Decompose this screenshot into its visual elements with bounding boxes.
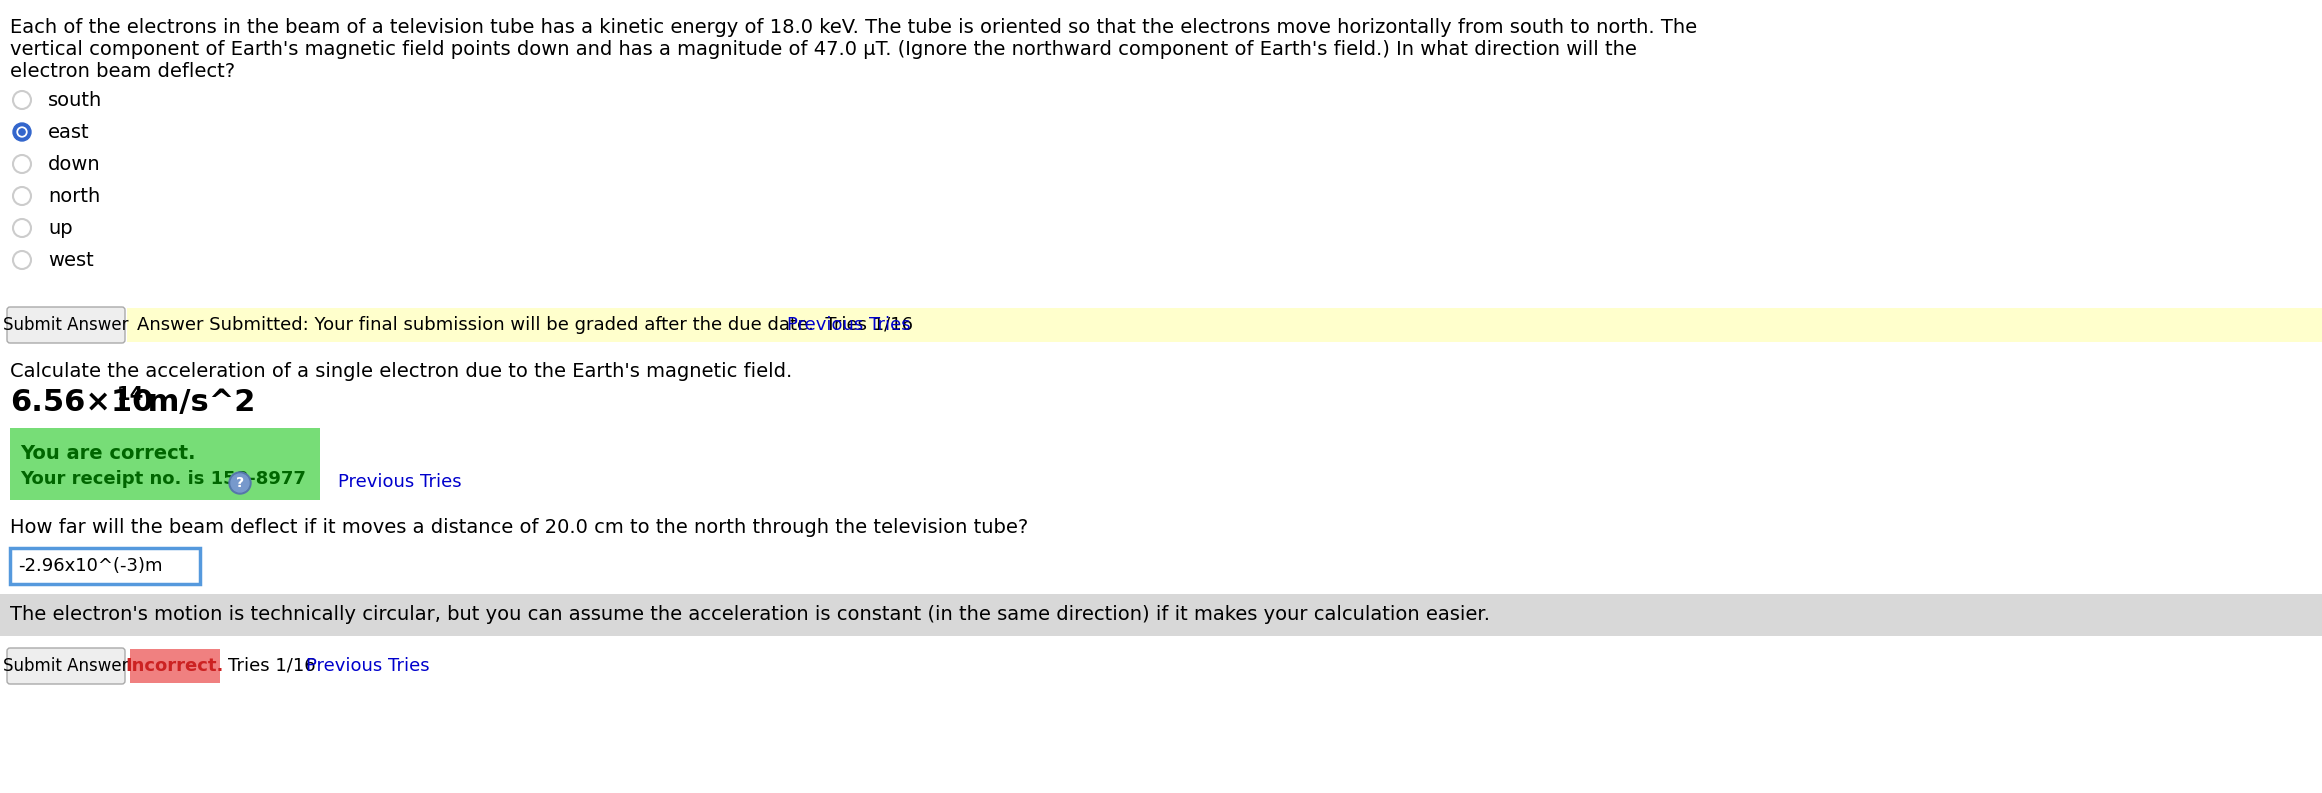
Text: You are correct.: You are correct.	[21, 444, 195, 463]
Text: south: south	[49, 90, 102, 109]
Text: up: up	[49, 219, 72, 237]
Text: How far will the beam deflect if it moves a distance of 20.0 cm to the north thr: How far will the beam deflect if it move…	[9, 518, 1029, 537]
FancyBboxPatch shape	[128, 308, 2322, 342]
Circle shape	[230, 474, 248, 492]
Text: -2.96x10^(-3)m: -2.96x10^(-3)m	[19, 557, 163, 575]
Text: Calculate the acceleration of a single electron due to the Earth's magnetic fiel: Calculate the acceleration of a single e…	[9, 362, 792, 381]
Text: electron beam deflect?: electron beam deflect?	[9, 62, 235, 81]
Text: Answer Submitted: Your final submission will be graded after the due date.  Trie: Answer Submitted: Your final submission …	[137, 316, 924, 334]
Text: Each of the electrons in the beam of a television tube has a kinetic energy of 1: Each of the electrons in the beam of a t…	[9, 18, 1697, 37]
Text: Tries 1/16: Tries 1/16	[228, 657, 327, 675]
Text: west: west	[49, 251, 93, 270]
Text: Previous Tries: Previous Tries	[307, 657, 430, 675]
Text: Incorrect.: Incorrect.	[125, 657, 225, 675]
Text: 14: 14	[116, 385, 144, 404]
Text: ?: ?	[237, 476, 244, 490]
Circle shape	[14, 123, 30, 141]
Text: Your receipt no. is 158-8977: Your receipt no. is 158-8977	[21, 470, 307, 488]
Text: The electron's motion is technically circular, but you can assume the accelerati: The electron's motion is technically cir…	[9, 606, 1491, 625]
Text: 6.56×10: 6.56×10	[9, 388, 153, 417]
FancyBboxPatch shape	[9, 548, 200, 584]
FancyBboxPatch shape	[7, 307, 125, 343]
Text: m/s^2: m/s^2	[137, 388, 255, 417]
Circle shape	[16, 127, 28, 137]
Text: Previous Tries: Previous Tries	[787, 316, 910, 334]
Text: east: east	[49, 122, 91, 141]
Circle shape	[230, 472, 251, 494]
Text: Submit Answer: Submit Answer	[2, 657, 128, 675]
Text: vertical component of Earth's magnetic field points down and has a magnitude of : vertical component of Earth's magnetic f…	[9, 40, 1637, 59]
FancyBboxPatch shape	[0, 594, 2322, 636]
FancyBboxPatch shape	[130, 649, 221, 683]
Text: down: down	[49, 155, 100, 174]
Text: north: north	[49, 186, 100, 205]
Circle shape	[19, 128, 26, 135]
Text: Submit Answer: Submit Answer	[2, 316, 128, 334]
FancyBboxPatch shape	[7, 648, 125, 684]
Text: Previous Tries: Previous Tries	[339, 473, 462, 491]
FancyBboxPatch shape	[9, 428, 320, 500]
